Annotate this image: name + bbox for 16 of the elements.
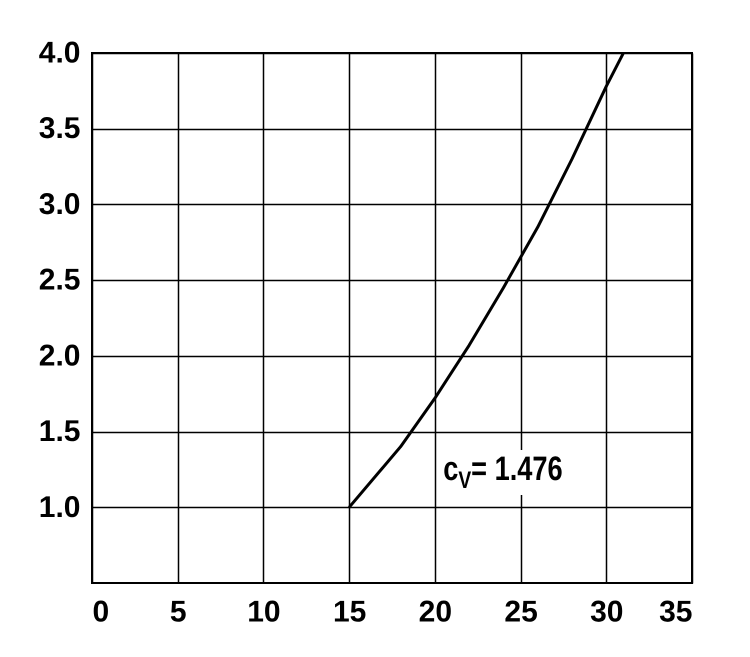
y-tick-label: 2.5 — [38, 264, 80, 297]
y-tick-label: 1.0 — [38, 490, 80, 524]
annotation: c$_{V}$= 1.476 — [440, 450, 566, 495]
y-tick-label: 2.0 — [38, 339, 80, 372]
x-tick-label: 25 — [504, 596, 538, 628]
x-tick-label: 15 — [332, 596, 366, 628]
y-tick-label: 1.5 — [38, 415, 80, 448]
y-tick-label: 3.5 — [38, 112, 80, 146]
x-tick-label: 5 — [170, 596, 187, 628]
x-tick-label: 20 — [418, 596, 452, 628]
x-tick-label: 10 — [247, 596, 281, 628]
x-tick-label: 30 — [590, 596, 624, 628]
y-tick-label: 4.0 — [38, 36, 80, 70]
y-tick-label: 3.0 — [38, 188, 80, 221]
x-tick-label: 35 — [659, 596, 692, 628]
x-tick-label: 0 — [92, 596, 110, 628]
